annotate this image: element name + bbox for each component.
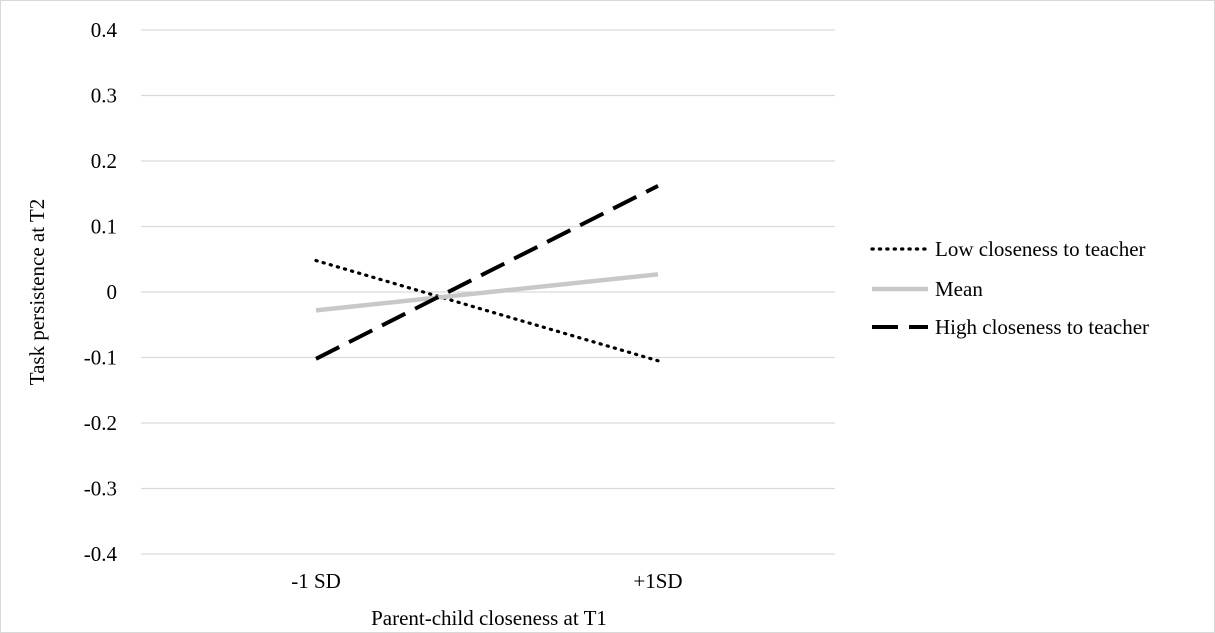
- y-tick-label: 0.1: [91, 215, 117, 239]
- legend: Low closeness to teacher Mean High closene…: [870, 237, 1149, 339]
- y-axis-title: Task persistence at T2: [25, 199, 49, 386]
- series-line-3: [315, 184, 659, 361]
- y-tick-label: 0.4: [91, 18, 118, 42]
- x-axis-title: Parent-child closeness at T1: [371, 606, 607, 630]
- y-tick-label: 0.3: [91, 84, 117, 108]
- y-tick-label: 0.2: [91, 149, 117, 173]
- series-line-1: [314, 258, 660, 363]
- legend-label-2: Mean: [935, 277, 983, 301]
- x-axis-ticks: -1 SD +1SD: [291, 569, 682, 593]
- gridlines: [141, 29, 835, 555]
- y-tick-label: 0: [107, 280, 118, 304]
- y-tick-label: -0.2: [84, 411, 117, 435]
- x-tick-label: +1SD: [633, 569, 682, 593]
- y-tick-label: -0.3: [84, 477, 117, 501]
- y-tick-label: -0.1: [84, 346, 117, 370]
- y-axis-ticks: 0.4 0.3 0.2 0.1 0 -0.1 -0.2 -0.3 -0.4: [84, 18, 118, 566]
- series-line-2: [315, 272, 659, 313]
- y-tick-label: -0.4: [84, 542, 118, 566]
- legend-label-1: Low closeness to teacher: [935, 237, 1146, 261]
- series-lines: [314, 184, 660, 363]
- legend-label-3: High closeness to teacher: [935, 315, 1149, 339]
- x-tick-label: -1 SD: [291, 569, 341, 593]
